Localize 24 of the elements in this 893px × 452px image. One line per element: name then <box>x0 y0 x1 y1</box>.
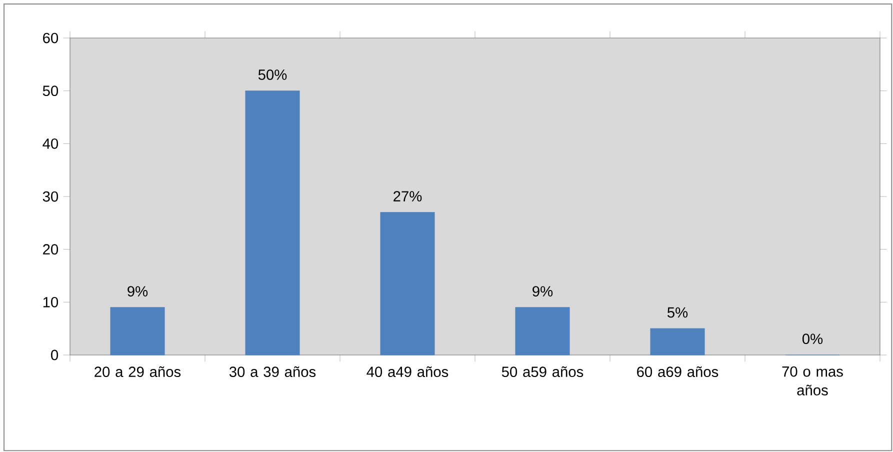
bar <box>245 90 300 356</box>
y-tick-label: 30 <box>42 191 58 202</box>
data-label: 9% <box>128 286 148 297</box>
y-tick-label: 20 <box>43 244 58 255</box>
data-label: 50% <box>258 70 287 80</box>
y-tick-label: 10 <box>43 296 58 308</box>
x-tick-label: 70 o mas años <box>782 366 843 396</box>
bar <box>515 307 570 356</box>
y-tick-label: 0 <box>51 350 58 360</box>
x-tick-label: 50 a59 años <box>502 366 584 378</box>
y-tick-label: 60 <box>43 32 58 44</box>
data-label: 0% <box>802 334 823 344</box>
y-tick-label: 50 <box>42 86 58 96</box>
bar <box>650 328 705 356</box>
x-tick-label: 20 a 29 años <box>94 366 181 378</box>
y-tick-label: 40 <box>42 138 58 149</box>
bar <box>380 212 435 356</box>
x-tick-label: 40 a49 años <box>366 366 448 378</box>
x-tick-label: 60 a69 años <box>637 366 718 378</box>
data-label: 27% <box>394 191 422 202</box>
data-label: 5% <box>667 307 688 318</box>
bar <box>110 307 165 356</box>
x-tick-label: 30 a 39 años <box>229 366 316 378</box>
data-label: 9% <box>532 286 553 297</box>
